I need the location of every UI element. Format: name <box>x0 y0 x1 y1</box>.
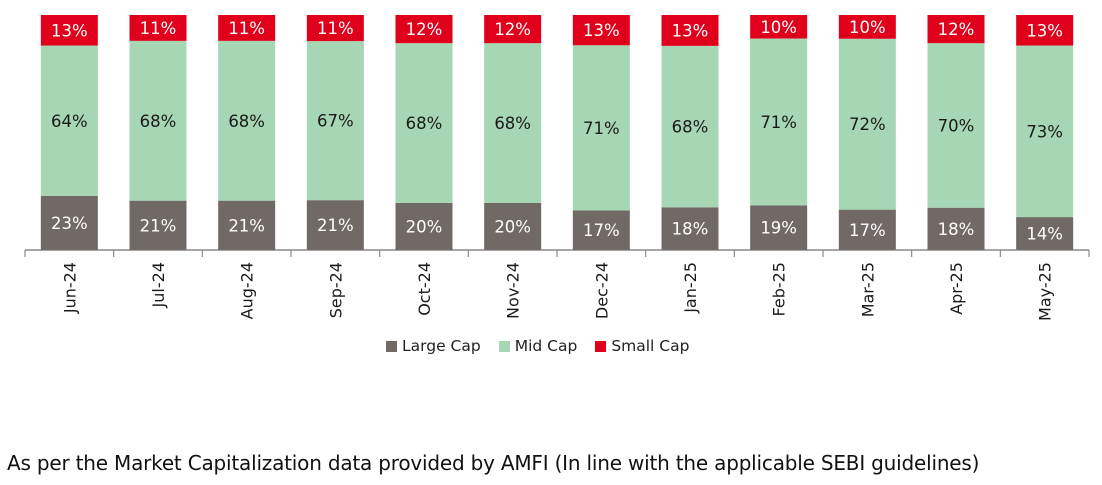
data-label-mid-cap: 70% <box>938 116 975 135</box>
data-label-mid-cap: 71% <box>583 119 620 138</box>
bar-segment-mid-cap <box>484 43 542 204</box>
bar-segment-large-cap <box>40 195 98 250</box>
data-label-small-cap: 12% <box>494 20 531 39</box>
data-label-small-cap: 11% <box>228 19 265 38</box>
bar-segment-small-cap <box>395 15 453 44</box>
bar-segment-small-cap <box>218 15 276 41</box>
data-label-large-cap: 23% <box>51 214 88 233</box>
x-tick-label: Apr-25 <box>947 262 966 315</box>
footnote: As per the Market Capitalization data pr… <box>7 451 980 475</box>
data-label-large-cap: 17% <box>849 221 886 240</box>
data-label-large-cap: 18% <box>938 220 975 239</box>
x-tick-label: Jul-24 <box>149 262 168 308</box>
data-label-mid-cap: 72% <box>849 115 886 134</box>
bar-segment-small-cap <box>129 15 187 41</box>
data-label-mid-cap: 68% <box>406 114 443 133</box>
bar-segment-mid-cap <box>927 43 985 208</box>
data-label-mid-cap: 68% <box>494 114 531 133</box>
stacked-bar-chart: 23% 64% 13% Jun-24 21% 68% 11% Jul-24 21% 68% 11% A… <box>24 15 1090 321</box>
x-tick-label: Dec-24 <box>592 262 611 319</box>
legend-swatch-small-cap <box>595 340 607 352</box>
data-label-large-cap: 19% <box>760 219 797 238</box>
bar-segment-small-cap <box>838 15 896 39</box>
data-label-mid-cap: 68% <box>140 112 177 131</box>
bar-segment-small-cap <box>306 15 364 42</box>
bar-segment-mid-cap <box>572 45 630 211</box>
data-label-mid-cap: 73% <box>1026 122 1063 141</box>
bar-segment-large-cap <box>306 200 364 250</box>
data-label-small-cap: 13% <box>583 21 620 40</box>
data-label-mid-cap: 68% <box>228 112 265 131</box>
bar-segment-small-cap <box>1016 15 1074 46</box>
data-label-mid-cap: 64% <box>51 112 88 131</box>
bar-segment-large-cap <box>838 209 896 250</box>
bar-segment-large-cap <box>218 200 276 250</box>
bar-segment-small-cap <box>572 15 630 46</box>
legend-item-large-cap: Large Cap <box>386 337 481 355</box>
legend-label-large-cap: Large Cap <box>402 337 481 355</box>
legend-item-mid-cap: Mid Cap <box>498 337 578 355</box>
legend-label-small-cap: Small Cap <box>611 337 690 355</box>
bar-segment-mid-cap <box>306 41 364 201</box>
legend-item-small-cap: Small Cap <box>595 337 689 355</box>
data-label-small-cap: 11% <box>140 19 177 38</box>
bar-segment-mid-cap <box>218 40 276 201</box>
bar-segment-mid-cap <box>661 45 719 208</box>
x-tick-label: Feb-25 <box>770 262 789 316</box>
data-label-large-cap: 17% <box>583 221 620 240</box>
data-label-large-cap: 21% <box>140 216 177 235</box>
data-label-small-cap: 13% <box>1026 21 1063 40</box>
bar-segment-mid-cap <box>129 40 187 201</box>
data-label-small-cap: 11% <box>317 19 354 38</box>
legend-swatch-mid-cap <box>498 340 510 352</box>
bar-segment-small-cap <box>40 15 98 46</box>
bar-segment-large-cap <box>1016 217 1074 250</box>
data-label-small-cap: 10% <box>760 18 797 37</box>
data-label-small-cap: 12% <box>938 20 975 39</box>
legend-label-mid-cap: Mid Cap <box>514 337 578 355</box>
data-label-mid-cap: 71% <box>760 113 797 132</box>
data-label-small-cap: 13% <box>672 21 709 40</box>
bar-segment-large-cap <box>572 210 630 250</box>
bar-segment-large-cap <box>927 207 985 250</box>
data-label-large-cap: 14% <box>1026 225 1063 244</box>
bar-segment-small-cap <box>661 15 719 46</box>
x-tick-label: Sep-24 <box>326 262 345 318</box>
data-label-mid-cap: 67% <box>317 112 354 131</box>
x-tick-label: Jun-24 <box>60 262 79 314</box>
data-label-large-cap: 21% <box>317 216 354 235</box>
data-label-large-cap: 20% <box>406 218 443 237</box>
bar-segment-large-cap <box>129 200 187 250</box>
x-tick-label: Nov-24 <box>504 262 523 319</box>
bar-segment-mid-cap <box>750 38 808 206</box>
bar-segment-small-cap <box>484 15 542 44</box>
data-label-large-cap: 20% <box>494 218 531 237</box>
bar-segment-mid-cap <box>40 45 98 196</box>
data-label-small-cap: 12% <box>406 20 443 39</box>
legend-swatch-large-cap <box>386 340 397 352</box>
data-label-small-cap: 13% <box>51 21 88 40</box>
x-tick-label: Jan-25 <box>681 262 700 314</box>
bar-segment-mid-cap <box>395 43 453 204</box>
bar-segment-mid-cap <box>838 38 896 210</box>
data-label-large-cap: 21% <box>228 216 265 235</box>
chart-legend: Large Cap Mid Cap Small Cap <box>386 337 707 355</box>
bar-segment-large-cap <box>661 207 719 250</box>
data-label-small-cap: 10% <box>849 18 886 37</box>
x-tick-label: Aug-24 <box>238 262 257 319</box>
bar-segment-large-cap <box>395 203 453 250</box>
data-label-large-cap: 18% <box>672 220 709 239</box>
bar-segment-mid-cap <box>1016 45 1074 218</box>
data-label-mid-cap: 68% <box>672 118 709 137</box>
bar-segment-large-cap <box>750 205 808 250</box>
bar-segment-small-cap <box>750 15 808 39</box>
x-tick-label: May-25 <box>1036 262 1055 321</box>
bar-segment-small-cap <box>927 15 985 44</box>
x-tick-label: Mar-25 <box>858 262 877 317</box>
bar-segment-large-cap <box>484 203 542 250</box>
x-tick-label: Oct-24 <box>415 262 434 316</box>
